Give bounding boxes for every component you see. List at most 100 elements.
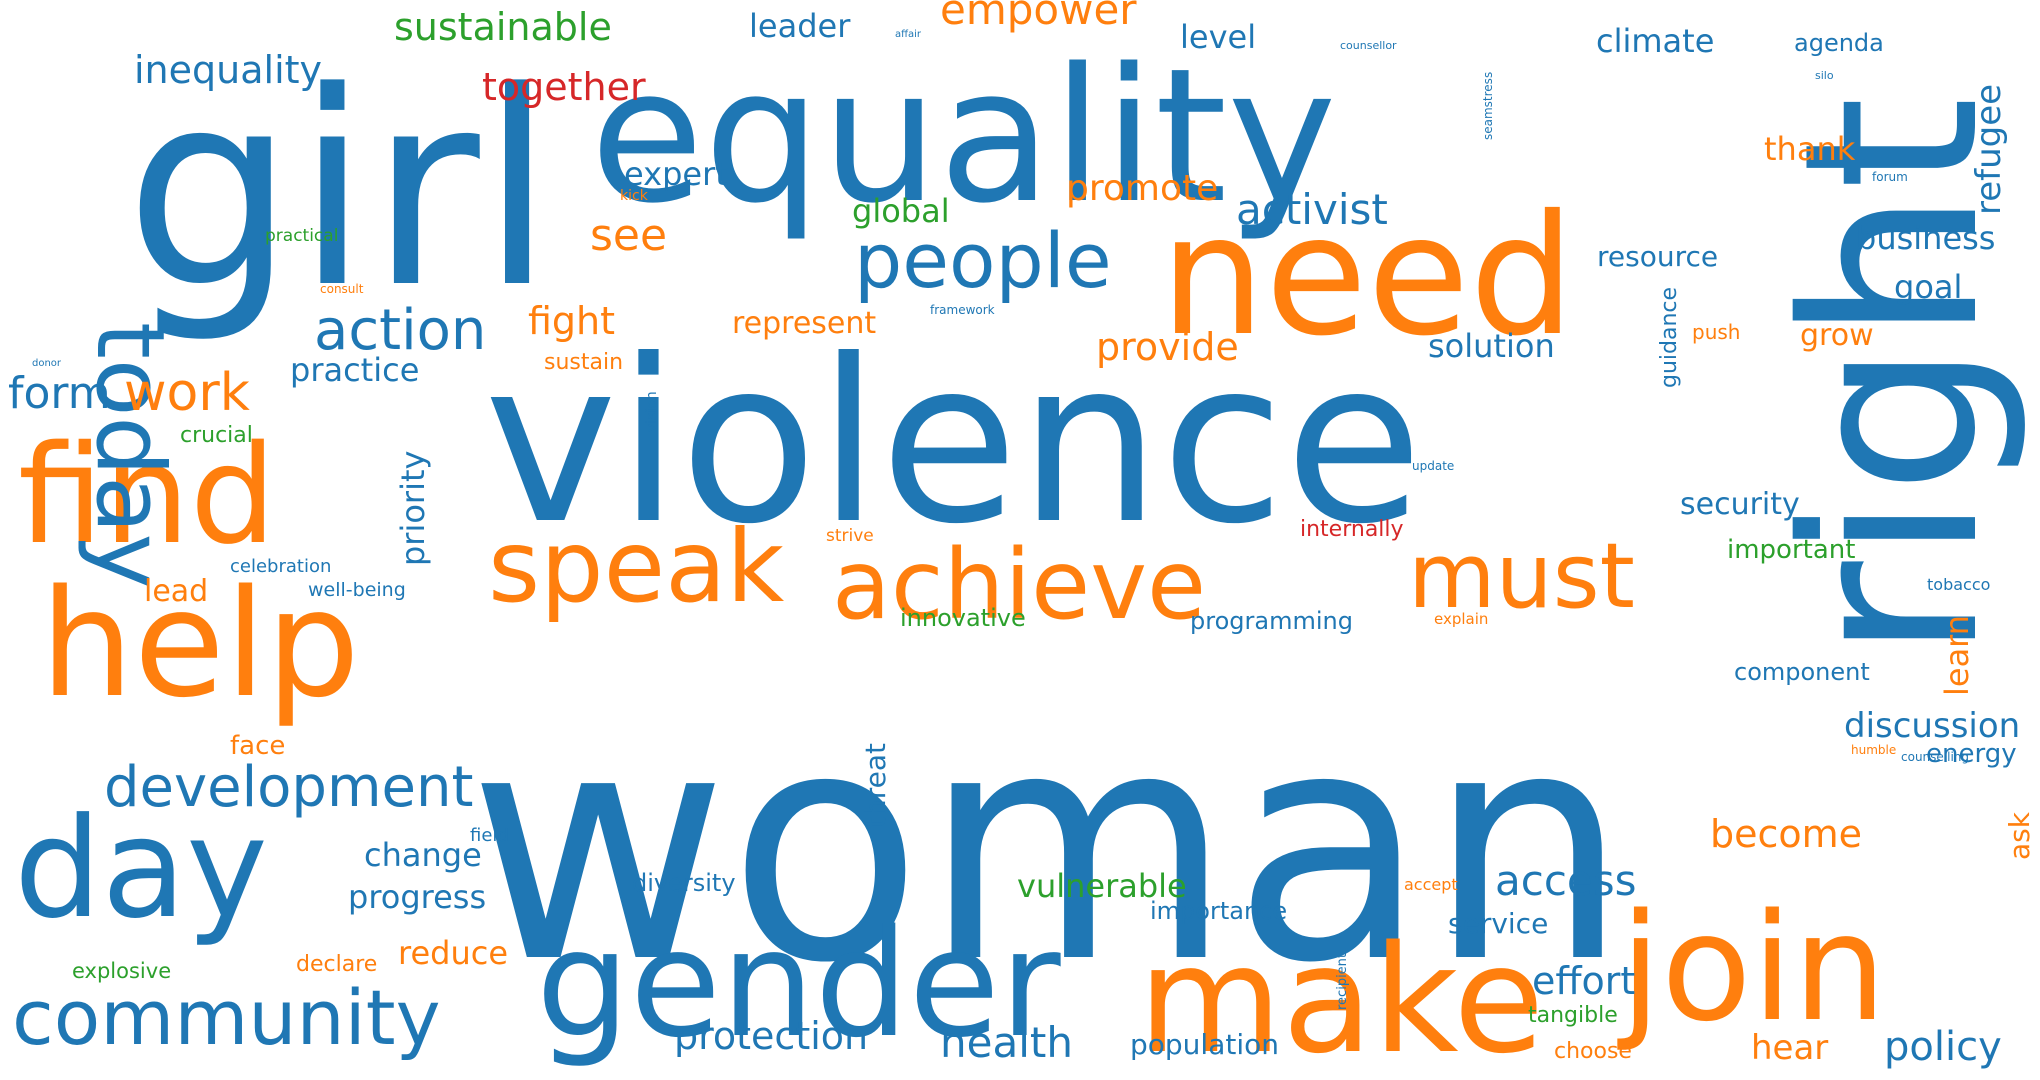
word-explosive: explosive [72, 959, 171, 983]
word-policy: policy [1884, 1024, 2002, 1070]
word-population: population [1130, 1028, 1279, 1061]
word-practice: practice [290, 351, 419, 389]
word-choose: choose [1554, 1039, 1632, 1064]
word-achieve: achieve [832, 529, 1206, 641]
word-component: component [1734, 658, 1870, 686]
word-level: level [1180, 18, 1256, 56]
word-climate: climate [1596, 22, 1714, 60]
word-speak: speak [488, 508, 784, 625]
word-activist: activist [1236, 185, 1388, 234]
word-tobacco: tobacco [1927, 575, 1990, 594]
word-grow: grow [1800, 318, 1874, 353]
word-progress: progress [348, 878, 486, 916]
word-find: find [18, 417, 276, 575]
word-fight: fight [528, 299, 615, 343]
word-innovative: innovative [900, 604, 1026, 632]
word-development: development [104, 755, 473, 820]
word-see: see [590, 210, 667, 261]
word-threat: threat [859, 743, 892, 828]
word-discussion: discussion [1844, 706, 2020, 746]
word-diversity: diversity [632, 869, 736, 897]
word-need: need [1160, 180, 1575, 373]
word-thank: thank [1764, 130, 1856, 168]
word-goal: goal [1894, 268, 1962, 306]
word-must: must [1408, 524, 1635, 629]
word-inequality: inequality [134, 48, 322, 92]
word-celebration: celebration [230, 556, 331, 577]
word-humble: humble [1851, 743, 1896, 757]
word-health: health [940, 1018, 1073, 1067]
word-agenda: agenda [1794, 29, 1884, 57]
word-accept: accept [1404, 875, 1458, 894]
word-form: form [8, 368, 111, 419]
word-woman: woman [468, 662, 1629, 1032]
word-effort: effort [1532, 959, 1635, 1003]
word-expert: expert [624, 155, 728, 193]
word-work: work [124, 363, 250, 423]
word-well-being: well-being [308, 579, 406, 601]
word-business: business [1856, 219, 1995, 257]
word-learn: learn [1938, 615, 1976, 696]
word-face: face [230, 731, 285, 761]
word-leader: leader [749, 7, 851, 45]
word-join: join [1617, 882, 1887, 1054]
word-solution: solution [1428, 327, 1555, 365]
word-donor: donor [32, 358, 62, 369]
word-recipient: recipient [1335, 953, 1350, 1010]
word-represent: represent [732, 306, 876, 341]
word-internally: internally [1300, 517, 1404, 542]
word-community: community [12, 973, 441, 1062]
word-counselling: counselling [1901, 750, 1969, 764]
word-seamstress: seamstress [1481, 72, 1495, 140]
word-vision: vision [644, 391, 660, 432]
word-declare: declare [296, 952, 377, 977]
word-counsellor: counsellor [1340, 39, 1397, 52]
word-importance: importance [1150, 897, 1287, 925]
word-priority: priority [394, 451, 432, 566]
word-gender: gender [536, 898, 1061, 1070]
word-day: day [14, 788, 268, 949]
word-framework: framework [930, 303, 995, 317]
word-become: become [1710, 812, 1862, 856]
word-change: change [364, 836, 482, 874]
word-resource: resource [1597, 240, 1718, 273]
word-empower: empower [940, 0, 1137, 34]
word-vulnerable: vulnerable [1017, 867, 1187, 905]
word-kick: kick [620, 188, 649, 204]
word-hear: hear [1751, 1028, 1828, 1068]
word-practical: practical [265, 226, 338, 246]
word-today: today [75, 322, 184, 589]
word-help: help [40, 558, 360, 730]
word-important: important [1727, 535, 1855, 565]
word-together: together [482, 65, 646, 109]
word-update: update [1412, 459, 1454, 473]
word-girl: girl [125, 35, 554, 347]
word-crucial: crucial [180, 423, 253, 448]
word-global: global [852, 192, 950, 230]
word-reduce: reduce [398, 934, 508, 972]
word-sustain: sustain [544, 350, 623, 375]
word-promote: promote [1066, 168, 1218, 209]
word-tangible: tangible [1528, 1003, 1618, 1028]
word-consult: consult [320, 282, 364, 296]
word-programming: programming [1190, 607, 1353, 635]
word-service: service [1448, 907, 1548, 940]
word-forum: forum [1872, 170, 1908, 184]
word-explain: explain [1434, 610, 1488, 628]
word-sustainable: sustainable [394, 5, 612, 49]
word-silo: silo [1815, 69, 1834, 82]
word-security: security [1680, 487, 1800, 522]
word-equality: equality [590, 28, 1337, 244]
word-strive: strive [826, 526, 874, 546]
word-people: people [854, 216, 1112, 305]
word-right: right [1752, 96, 2032, 660]
word-affair: affair [895, 29, 922, 40]
word-provide: provide [1096, 325, 1239, 369]
word-action: action [314, 298, 486, 363]
word-violence: violence [484, 312, 1423, 574]
word-field: field [470, 825, 509, 846]
word-ask: ask [2003, 811, 2036, 860]
word-energy: energy [1926, 739, 2017, 769]
word-push: push [1692, 320, 1740, 344]
